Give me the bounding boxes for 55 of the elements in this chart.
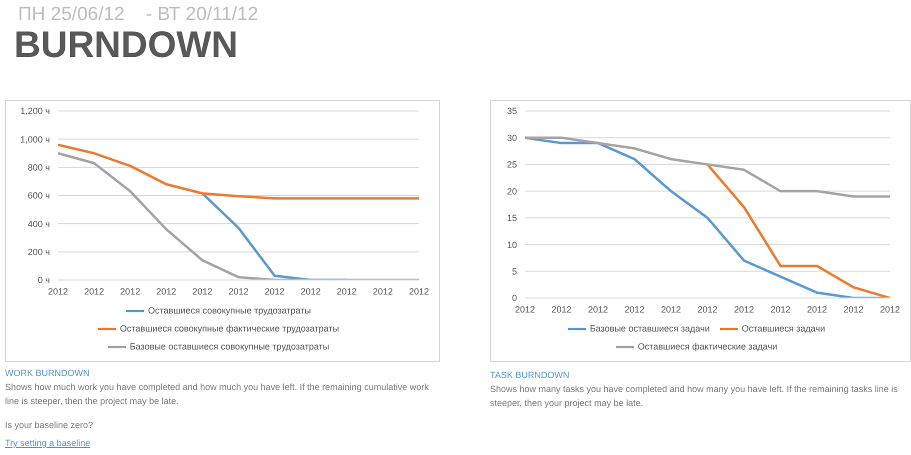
x-tick-label: 2012 — [300, 286, 321, 296]
x-tick-label: 2012 — [843, 304, 864, 314]
y-tick-label: 1,200 ч — [20, 106, 50, 116]
legend-label: Оставшиеся совокупные трудозатраты — [148, 305, 311, 316]
y-tick-label: 400 ч — [28, 218, 50, 229]
chart-title: BURNDOWN — [14, 24, 238, 66]
x-tick-label: 2012 — [806, 304, 828, 314]
line-series — [56, 152, 420, 280]
x-tick-label: 2012 — [228, 286, 249, 296]
y-tick-label: 25 — [506, 160, 517, 170]
x-tick-label: 2012 — [660, 304, 682, 314]
chart-subtitle: ПН 25/06/12 - ВТ 20/11/12 — [18, 4, 258, 26]
x-tick-label: 2012 — [588, 304, 608, 314]
x-tick-label: 2012 — [880, 304, 900, 314]
line-series — [524, 136, 892, 198]
x-tick-label: 2012 — [264, 286, 285, 296]
legend-label: Оставшиеся фактические задачи — [638, 341, 778, 352]
y-tick-label: 20 — [506, 186, 517, 196]
y-tick-label: 10 — [506, 240, 517, 250]
x-tick-label: 2012 — [336, 286, 357, 296]
y-tick-label: 600 ч — [28, 190, 50, 201]
x-tick-label: 2012 — [120, 286, 140, 296]
legend-label: Базовые оставшиеся задачи — [590, 323, 710, 334]
x-tick-label: 2012 — [624, 304, 645, 314]
line-series — [56, 144, 420, 200]
legend-label: Оставшиеся задачи — [742, 323, 826, 334]
text: Is your baseline zero? — [5, 420, 94, 430]
x-tick-label: 2012 — [514, 304, 536, 314]
y-tick-label: 35 — [506, 106, 517, 116]
text: Shows how many tasks you have completed and how many you have left. If the remaining tasks line is steeper, then your project may be late. — [490, 383, 899, 410]
text: Shows how much work you have completed and how much you have left. If the remaining cumulative work line is steeper, then the project may be late. — [5, 381, 430, 408]
line-series — [706, 163, 892, 298]
x-tick-label: 2012 — [408, 286, 430, 296]
y-tick-label: 1,000 ч — [20, 134, 50, 144]
text: Try setting a baseline — [5, 438, 92, 448]
x-tick-label: 2012 — [697, 304, 718, 314]
y-tick-label: 800 ч — [28, 162, 50, 173]
y-tick-label: 5 — [512, 266, 517, 276]
y-tick-label: 0 — [512, 293, 517, 304]
x-tick-label: 2012 — [48, 286, 68, 296]
text: WORK BURNDOWN — [5, 368, 90, 378]
x-tick-label: 2012 — [770, 304, 791, 314]
x-tick-label: 2012 — [551, 304, 572, 314]
legend-label: Оставшиеся совокупные фактические трудозатраты — [120, 323, 340, 334]
y-tick-label: 200 ч — [28, 247, 50, 258]
x-tick-label: 2012 — [192, 286, 212, 296]
y-tick-label: 30 — [506, 132, 517, 143]
x-tick-label: 2012 — [156, 286, 176, 296]
legend-label: Базовые оставшиеся совокупные трудозатраты — [130, 341, 330, 352]
x-tick-label: 2012 — [84, 286, 104, 296]
text: TASK BURNDOWN — [490, 370, 570, 380]
y-tick-label: 15 — [506, 213, 517, 224]
x-tick-label: 2012 — [372, 286, 393, 296]
x-tick-label: 2012 — [734, 304, 754, 314]
y-tick-label: 0 ч — [38, 275, 50, 286]
